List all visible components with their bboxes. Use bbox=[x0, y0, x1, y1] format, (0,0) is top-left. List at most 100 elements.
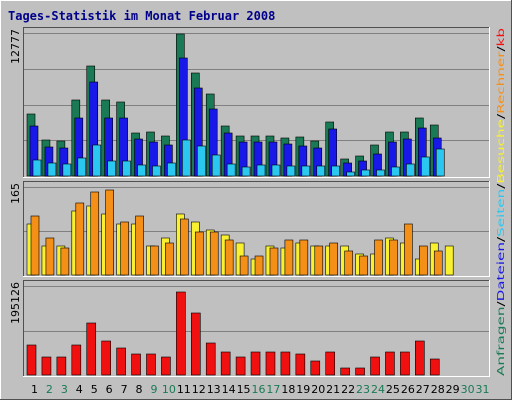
x-label-day-29: 29 bbox=[446, 383, 460, 396]
x-label-day-20: 20 bbox=[311, 383, 325, 396]
bar-seiten-day-15 bbox=[241, 166, 251, 177]
x-label-day-26: 26 bbox=[401, 383, 415, 396]
x-label-day-9: 9 bbox=[150, 383, 157, 396]
bar-seiten-day-1 bbox=[32, 159, 42, 177]
bar-rechner-day-12 bbox=[194, 231, 204, 276]
x-label-day-2: 2 bbox=[46, 383, 53, 396]
legend-seiten: Seiten bbox=[496, 189, 507, 237]
bar-rechner-day-28 bbox=[433, 250, 443, 276]
bar-rechner-day-13 bbox=[209, 231, 219, 276]
bar-seiten-day-26 bbox=[406, 163, 415, 177]
bar-kb-day-7 bbox=[116, 347, 126, 376]
legend-separator: / bbox=[496, 183, 507, 189]
bar-seiten-day-23 bbox=[361, 169, 370, 177]
bar-seiten-day-22 bbox=[346, 171, 355, 177]
bar-seiten-day-9 bbox=[152, 165, 161, 177]
bar-seiten-day-10 bbox=[167, 162, 176, 177]
bar-seiten-day-24 bbox=[376, 169, 385, 177]
bar-rechner-day-11 bbox=[180, 218, 189, 276]
bar-kb-day-5 bbox=[86, 322, 97, 376]
x-label-day-7: 7 bbox=[121, 383, 128, 396]
bar-kb-day-28 bbox=[429, 358, 440, 376]
bar-kb-day-22 bbox=[340, 367, 350, 376]
bar-rechner-day-25 bbox=[389, 239, 398, 276]
bar-rechner-day-5 bbox=[90, 191, 100, 276]
x-label-day-12: 12 bbox=[192, 383, 206, 396]
x-label-day-25: 25 bbox=[386, 383, 400, 396]
bar-rechner-day-20 bbox=[314, 245, 324, 276]
bar-kb-day-16 bbox=[250, 351, 261, 376]
x-label-day-31: 31 bbox=[476, 383, 490, 396]
x-label-day-1: 1 bbox=[31, 383, 38, 396]
bar-seiten-day-12 bbox=[196, 145, 206, 177]
legend-dateien: Dateien bbox=[496, 242, 507, 301]
bar-seiten-day-25 bbox=[391, 166, 400, 177]
bar-rechner-day-22 bbox=[344, 250, 353, 276]
x-label-day-5: 5 bbox=[91, 383, 98, 396]
bar-kb-day-8 bbox=[131, 353, 141, 376]
x-label-day-10: 10 bbox=[162, 383, 176, 396]
bar-seiten-day-3 bbox=[62, 163, 72, 177]
bar-besuche-day-29 bbox=[444, 245, 454, 276]
bar-rechner-day-2 bbox=[45, 237, 55, 276]
bar-rechner-day-24 bbox=[374, 239, 383, 276]
chart-title: Tages-Statistik im Monat Februar 2008 bbox=[8, 9, 275, 23]
x-label-day-13: 13 bbox=[207, 383, 221, 396]
bar-seiten-day-4 bbox=[77, 157, 87, 177]
x-label-day-16: 16 bbox=[252, 383, 266, 396]
bar-kb-day-1 bbox=[26, 344, 37, 376]
x-label-day-30: 30 bbox=[461, 383, 475, 396]
bar-rechner-day-18 bbox=[284, 239, 294, 276]
bar-seiten-day-18 bbox=[286, 165, 296, 177]
x-label-day-4: 4 bbox=[76, 383, 83, 396]
bar-seiten-day-21 bbox=[331, 165, 341, 177]
bar-kb-day-23 bbox=[355, 367, 365, 376]
bar-kb-day-19 bbox=[295, 353, 306, 376]
x-label-day-17: 17 bbox=[266, 383, 280, 396]
x-label-day-22: 22 bbox=[341, 383, 355, 396]
bar-kb-day-13 bbox=[205, 342, 216, 376]
x-label-day-6: 6 bbox=[106, 383, 113, 396]
bar-rechner-day-10 bbox=[165, 242, 174, 276]
panel-hits: 12777 bbox=[9, 27, 490, 178]
bar-rechner-day-19 bbox=[299, 239, 309, 276]
bar-rechner-day-1 bbox=[30, 215, 40, 276]
x-label-day-8: 8 bbox=[136, 383, 143, 396]
panel-kb: 195126 bbox=[9, 280, 490, 377]
bar-kb-day-20 bbox=[310, 360, 321, 376]
x-label-day-11: 11 bbox=[177, 383, 191, 396]
x-label-day-23: 23 bbox=[356, 383, 370, 396]
y-max-label-visits: 165 bbox=[9, 183, 22, 204]
bar-seiten-day-17 bbox=[271, 164, 281, 177]
bar-kb-day-21 bbox=[325, 351, 336, 376]
bar-kb-day-14 bbox=[220, 351, 231, 376]
bar-kb-day-25 bbox=[385, 351, 395, 376]
x-label-day-21: 21 bbox=[326, 383, 340, 396]
x-label-day-18: 18 bbox=[281, 383, 295, 396]
bar-kb-day-9 bbox=[146, 353, 156, 376]
bar-kb-day-11 bbox=[176, 291, 186, 376]
bar-rechner-day-14 bbox=[224, 239, 234, 276]
bar-kb-day-6 bbox=[101, 340, 111, 376]
bar-rechner-day-8 bbox=[135, 215, 144, 276]
bar-rechner-day-15 bbox=[239, 255, 249, 276]
bar-kb-day-24 bbox=[370, 356, 380, 376]
y-max-label-hits: 12777 bbox=[9, 29, 22, 64]
x-label-day-3: 3 bbox=[61, 383, 68, 396]
bar-seiten-day-27 bbox=[421, 156, 430, 177]
bar-rechner-day-4 bbox=[75, 202, 85, 276]
x-axis-labels: 1 2 3 4 5 6 7 8 9 10 11 12 13 14 15 16 17 18 19 20 21 22 23 24 2… bbox=[31, 383, 490, 396]
legend-separator: / bbox=[496, 300, 507, 306]
legend-anfragen: Anfragen bbox=[496, 307, 507, 376]
x-label-day-28: 28 bbox=[431, 383, 445, 396]
bar-kb-day-17 bbox=[265, 351, 276, 376]
bar-seiten-day-19 bbox=[301, 165, 311, 177]
bar-seiten-day-13 bbox=[211, 154, 221, 177]
bar-kb-day-18 bbox=[280, 351, 291, 376]
bar-seiten-day-8 bbox=[137, 164, 146, 177]
bar-kb-day-15 bbox=[235, 356, 246, 376]
bar-rechner-day-26 bbox=[404, 223, 413, 276]
bar-seiten-day-14 bbox=[226, 163, 236, 177]
bar-rechner-day-9 bbox=[150, 245, 159, 276]
